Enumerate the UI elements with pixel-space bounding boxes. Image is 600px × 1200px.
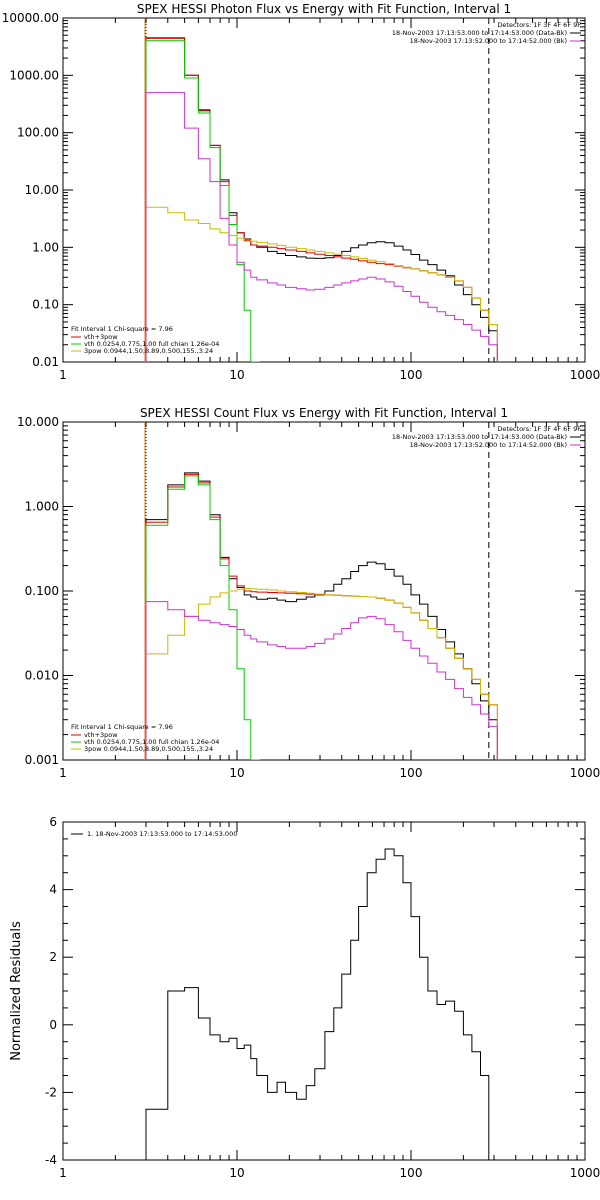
x-tick-label: 1000 (570, 1166, 600, 1180)
legend-entry: 18-Nov-2003 17:13:52.000 to 17:14:52.000… (410, 441, 567, 449)
chart-panel-3: Normalized Residuals 1 10 100 1000 -4 -2 0 2 4 6 1.… (9, 815, 600, 1180)
data-series-3 (145, 475, 260, 760)
data-series-5 (145, 92, 498, 362)
data-series-4 (145, 588, 498, 760)
legend-fit-header: Fit Interval 1 Chi-square = 7.96 (71, 325, 173, 333)
y-tick-label: 100.00 (17, 126, 59, 140)
legend-entry: 18-Nov-2003 17:13:52.000 to 17:14:52.000… (410, 37, 567, 45)
x-tick-label: 1000 (570, 766, 600, 780)
plot-frame (62, 421, 586, 761)
legend-entry: vth 0.0254,0.775,1.00 full chian 1.26e-0… (84, 738, 219, 746)
y-tick-label: 0.001 (25, 753, 59, 767)
legend-detectors: Detectors: 1F 3F 4F 6F 9F (497, 425, 581, 433)
chart-panel-2: SPEX HESSI Count Flux vs Energy with Fit… (17, 406, 600, 780)
legend-entry: vth 0.0254,0.775,1.00 full chian 1.26e-0… (84, 340, 219, 348)
plot-frame (62, 17, 586, 363)
y-tick-label: 0.01 (32, 355, 59, 369)
x-tick-label: 10 (229, 766, 244, 780)
legend-entry: vth+3pow (84, 731, 118, 739)
y-tick-label: 2 (49, 950, 57, 964)
legend-entry: 3pow 0.0944,1.50,8.89,0.500,155.,3.24 (84, 347, 213, 355)
data-series-5 (145, 601, 498, 760)
data-series-1 (145, 472, 498, 760)
chart-panel-1: SPEX HESSI Photon Flux vs Energy with Fi… (2, 2, 600, 382)
legend-entry: 3pow 0.0944,1.50,8.89,0.500,155.,3.24 (84, 745, 213, 753)
x-tick-label: 10 (229, 368, 244, 382)
y-tick-label: 10.000 (17, 415, 59, 429)
y-tick-label: 0 (49, 1018, 57, 1032)
y-tick-label: 6 (49, 815, 57, 829)
legend-entry: 1. 18-Nov-2003 17:13:53.000 to 17:14:53.… (87, 830, 237, 838)
data-series-1 (145, 848, 498, 1160)
y-tick-label: -4 (45, 1153, 57, 1167)
x-tick-label: 100 (400, 766, 423, 780)
y-tick-label: 0.100 (25, 584, 59, 598)
y-tick-label: 0.10 (32, 298, 59, 312)
x-tick-label: 100 (400, 1166, 423, 1180)
y-tick-label: -2 (45, 1085, 57, 1099)
data-series-4 (145, 206, 498, 362)
chart-title: SPEX HESSI Count Flux vs Energy with Fit… (140, 406, 508, 420)
y-tick-label: 10000.00 (2, 11, 59, 25)
legend-detectors: Detectors: 1F 3F 4F 6F 9F (497, 21, 581, 29)
y-tick-label: 1000.00 (9, 68, 59, 82)
x-tick-label: 1 (59, 368, 67, 382)
x-tick-label: 1000 (570, 368, 600, 382)
y-tick-label: 4 (49, 883, 57, 897)
x-tick-label: 1 (59, 766, 67, 780)
y-tick-label: 0.010 (25, 669, 59, 683)
y-tick-label: 10.00 (25, 183, 59, 197)
x-tick-label: 1 (59, 1166, 67, 1180)
x-tick-label: 10 (229, 1166, 244, 1180)
chart-title: SPEX HESSI Photon Flux vs Energy with Fi… (137, 2, 511, 16)
data-series-2 (145, 473, 498, 760)
legend-entry: vth+3pow (84, 333, 118, 341)
y-tick-label: 1.000 (25, 500, 59, 514)
plot-frame (62, 821, 586, 1161)
y-tick-label: 1.00 (32, 240, 59, 254)
legend-entry: 18-Nov-2003 17:13:53.000 to 17:14:53.000… (392, 29, 567, 37)
y-axis-label: Normalized Residuals (9, 921, 24, 1061)
x-tick-label: 100 (400, 368, 423, 382)
legend-fit-header: Fit Interval 1 Chi-square = 7.96 (71, 723, 173, 731)
legend-entry: 18-Nov-2003 17:13:53.000 to 17:14:53.000… (392, 433, 567, 441)
